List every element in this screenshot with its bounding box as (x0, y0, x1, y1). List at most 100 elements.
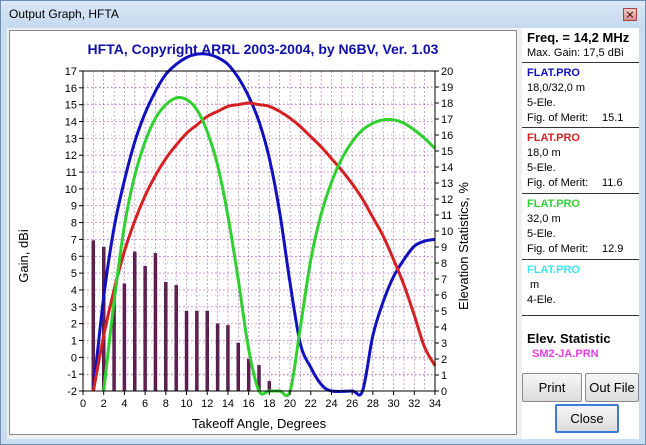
results-panel: Freq. = 14,2 MHz Max. Gain: 17,5 dBi FLA… (522, 28, 639, 439)
x-tick-label: 14 (222, 398, 234, 410)
x-axis-label: Takeoff Angle, Degrees (192, 416, 327, 431)
x-tick-label: 0 (80, 398, 86, 410)
plot-frame (82, 70, 436, 392)
divider (522, 127, 639, 128)
elevation-bar (122, 283, 127, 392)
file-3-name: FLAT.PRO (527, 198, 580, 210)
y-tick-label: 8 (71, 218, 77, 230)
file-2-elements: 5-Ele. (527, 162, 556, 174)
file-1-fom-value: 15.1 (602, 112, 624, 124)
x-tick-label: 12 (201, 398, 213, 410)
elevation-bar (215, 323, 220, 392)
window-title: Output Graph, HFTA (9, 7, 119, 21)
x-tick-label: 6 (142, 398, 148, 410)
y-tick-label: 4 (71, 285, 77, 297)
y2-axis-label: Elevation Statistics, % (456, 182, 471, 310)
x-tick-label: 20 (284, 398, 296, 410)
x-tick-label: 34 (429, 398, 441, 410)
y2-tick-label: 14 (441, 162, 453, 174)
x-tick-label: 32 (408, 398, 420, 410)
x-tick-label: 30 (387, 398, 399, 410)
y-tick-label: 14 (65, 117, 77, 129)
y-tick-label: 17 (65, 66, 77, 78)
y-tick-label: 3 (71, 302, 77, 314)
file-4-elements: 4-Ele. (527, 294, 556, 306)
y-tick-label: -2 (67, 386, 77, 398)
file-4-height: m (527, 279, 540, 291)
elevation-bar (226, 325, 230, 392)
y-tick-label: 6 (71, 251, 77, 263)
x-tick-label: 2 (101, 398, 107, 410)
y-tick-label: 2 (71, 319, 77, 331)
file-3-height: 32,0 m (527, 213, 561, 225)
y-tick-label: 9 (71, 201, 77, 213)
divider (522, 193, 639, 194)
max-gain-label: Max. Gain: 17,5 dBi (527, 47, 624, 59)
elevation-bar (184, 310, 189, 392)
y2-tick-label: 11 (441, 210, 452, 222)
elevation-bar (205, 310, 209, 392)
file-1-height: 18,0/32,0 m (527, 82, 586, 94)
y2-tick-label: 3 (441, 338, 447, 350)
title-bar[interactable]: Output Graph, HFTA × (1, 1, 645, 27)
y-axis-label: Gain, dBi (16, 229, 31, 283)
y2-tick-label: 15 (441, 146, 453, 158)
x-tick-label: 10 (180, 398, 192, 410)
divider (522, 315, 639, 316)
graph-area: -2 -1 0 1 2 3 4 5 6 7 8 9 10 11 12 13 14 15 16 17 0 1 2 3 4 5 6 7 8 9… (9, 30, 517, 435)
elev-statistic-file: SM2-JA.PRN (532, 348, 599, 360)
x-tick-label: 22 (305, 398, 317, 410)
file-1-name: FLAT.PRO (527, 67, 580, 79)
print-button[interactable]: Print (522, 373, 582, 402)
gain-curve-2 (91, 101, 437, 392)
y2-tick-label: 6 (441, 290, 447, 302)
file-1-fom-label: Fig. of Merit: (527, 112, 589, 124)
x-tick-label: 26 (346, 398, 358, 410)
elevation-bar (164, 281, 168, 392)
close-button[interactable]: Close (555, 404, 619, 433)
file-3-fom-value: 12.9 (602, 243, 624, 255)
out-file-button[interactable]: Out File (585, 373, 639, 402)
x-tick-label: 28 (367, 398, 379, 410)
y2-tick-label: 16 (441, 130, 453, 142)
x-tick-label: 24 (325, 398, 337, 410)
elevation-bar (236, 342, 240, 392)
y2-tick-label: 18 (441, 98, 453, 110)
y-tick-label: -1 (67, 369, 77, 381)
elevation-bar (143, 265, 147, 392)
y2-tick-label: 7 (441, 274, 447, 286)
y2-tick-label: 2 (441, 354, 447, 366)
y-tick-label: 1 (71, 335, 77, 347)
file-1-elements: 5-Ele. (527, 97, 556, 109)
y2-tick-label: 17 (441, 114, 453, 126)
elevation-bar (133, 251, 137, 392)
file-2-fom-label: Fig. of Merit: (527, 177, 589, 189)
file-3-fom-label: Fig. of Merit: (527, 243, 589, 255)
y-tick-label: 10 (65, 184, 77, 196)
gain-curve-1 (91, 52, 436, 397)
elevation-bar (246, 358, 251, 392)
y2-tick-label: 8 (441, 258, 447, 270)
x-tick-label: 4 (121, 398, 127, 410)
file-2-name: FLAT.PRO (527, 132, 580, 144)
y2-tick-label: 0 (441, 386, 447, 398)
y2-tick-label: 5 (441, 306, 447, 318)
file-2-fom-value: 11.6 (602, 177, 623, 189)
file-3-elements: 5-Ele. (527, 228, 556, 240)
y2-tick-label: 1 (441, 370, 447, 382)
y-tick-label: 12 (65, 150, 77, 162)
y2-tick-label: 12 (441, 194, 453, 206)
elevation-gain-chart: -2-1012345678910111213141516170123456789… (16, 41, 471, 431)
y-tick-label: 0 (71, 352, 77, 364)
frequency-label: Freq. = 14,2 MHz (527, 30, 630, 45)
elevation-bar (153, 253, 158, 392)
file-2-height: 18,0 m (527, 147, 561, 159)
y-tick-label: 5 (71, 268, 77, 280)
window-close-icon[interactable]: × (623, 8, 637, 21)
y-tick-label: 11 (66, 167, 77, 179)
y-tick-label: 15 (65, 100, 77, 112)
elev-statistic-title: Elev. Statistic (527, 331, 611, 346)
y-tick-label: 16 (65, 83, 77, 95)
y2-tick-label: 19 (441, 82, 453, 94)
